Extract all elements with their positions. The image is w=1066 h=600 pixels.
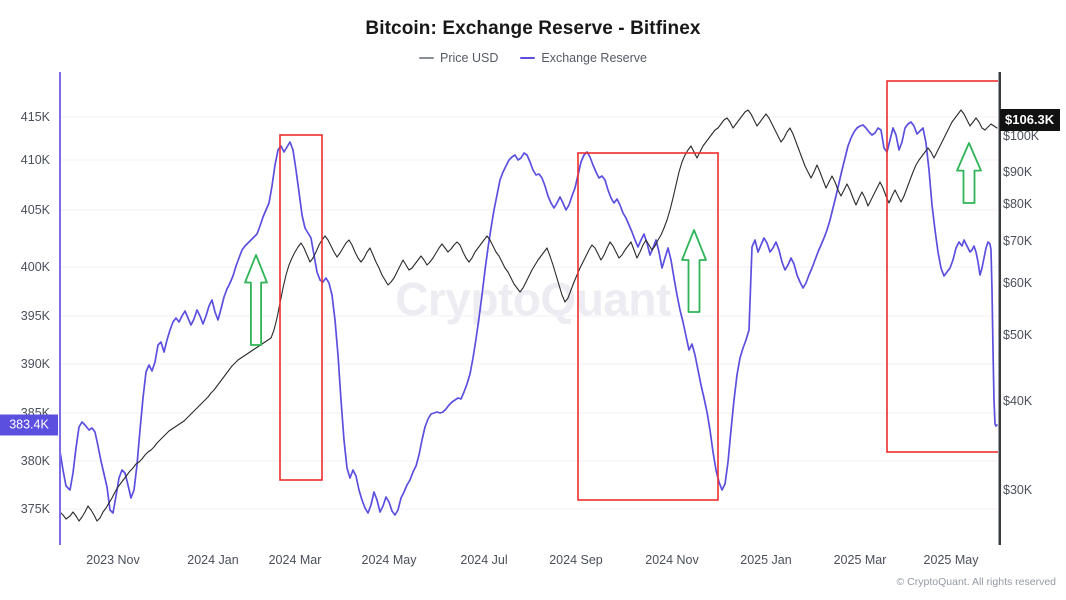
page-title: Bitcoin: Exchange Reserve - Bitfinex xyxy=(365,18,701,39)
price-rise-arrow-3 xyxy=(956,142,982,204)
x-axis-tick: 2025 Jan xyxy=(740,553,792,567)
chart-legend: Price USD Exchange Reserve xyxy=(0,51,1066,65)
plot-area[interactable] xyxy=(59,72,999,545)
legend-swatch-price-usd xyxy=(419,57,435,59)
price-value-badge: $106.3K xyxy=(1000,109,1061,131)
y-axis-left-tick: 395K xyxy=(20,309,50,323)
reserve-drop-zone-1 xyxy=(279,134,323,481)
price-rise-arrow-1 xyxy=(244,254,268,346)
y-axis-left-tick: 375K xyxy=(20,502,50,516)
y-axis-left-tick: 410K xyxy=(20,153,50,167)
legend-label-exchange-reserve: Exchange Reserve xyxy=(541,51,647,65)
x-axis-tick: 2024 Mar xyxy=(268,553,322,567)
chart-canvas xyxy=(59,80,999,522)
series-layer xyxy=(59,109,998,522)
gridlines xyxy=(59,116,999,510)
x-axis-tick: 2024 Jan xyxy=(187,553,239,567)
x-axis-tick: 2024 Jul xyxy=(460,553,508,567)
x-axis-tick: 2024 May xyxy=(361,553,417,567)
copyright-notice: © CryptoQuant. All rights reserved xyxy=(896,576,1056,588)
reserve-drop-zone-2 xyxy=(577,152,719,501)
right-axis-spine xyxy=(998,72,1000,545)
series-line-price-usd xyxy=(59,109,998,522)
x-axis-tick: 2024 Nov xyxy=(645,553,699,567)
y-axis-left-tick: 390K xyxy=(20,357,50,371)
x-axis-tick: 2025 May xyxy=(923,553,979,567)
y-axis-right-tick: $70K xyxy=(1003,234,1033,248)
legend-item-price-usd[interactable]: Price USD xyxy=(419,51,498,65)
series-line-exchange-reserve xyxy=(59,121,998,516)
y-axis-left-tick: 405K xyxy=(20,203,50,217)
y-axis-right-tick: $80K xyxy=(1003,197,1033,211)
y-axis-right-tick: $60K xyxy=(1003,276,1033,290)
x-axis-tick: 2023 Nov xyxy=(86,553,140,567)
reserve-drop-zone-3 xyxy=(886,80,999,453)
legend-item-exchange-reserve[interactable]: Exchange Reserve xyxy=(520,51,647,65)
legend-swatch-exchange-reserve xyxy=(520,57,536,59)
left-axis-spine xyxy=(59,72,61,545)
annotations-layer xyxy=(244,80,999,501)
reserve-value-badge: 383.4K xyxy=(0,414,58,436)
y-axis-right-tick: $30K xyxy=(1003,483,1033,497)
y-axis-right-tick: $40K xyxy=(1003,394,1033,408)
x-axis-tick: 2025 Mar xyxy=(833,553,887,567)
y-axis-left-tick: 415K xyxy=(20,110,50,124)
y-axis-right-tick: $100K xyxy=(1003,129,1040,143)
legend-label-price-usd: Price USD xyxy=(440,51,499,65)
y-axis-right-tick: $90K xyxy=(1003,165,1033,179)
cursor-vertical-line[interactable] xyxy=(999,72,1001,545)
x-axis-tick: 2024 Sep xyxy=(549,553,603,567)
y-axis-left-tick: 380K xyxy=(20,454,50,468)
y-axis-right-tick: $50K xyxy=(1003,328,1033,342)
y-axis-left-tick: 400K xyxy=(20,260,50,274)
price-rise-arrow-2 xyxy=(681,229,707,313)
